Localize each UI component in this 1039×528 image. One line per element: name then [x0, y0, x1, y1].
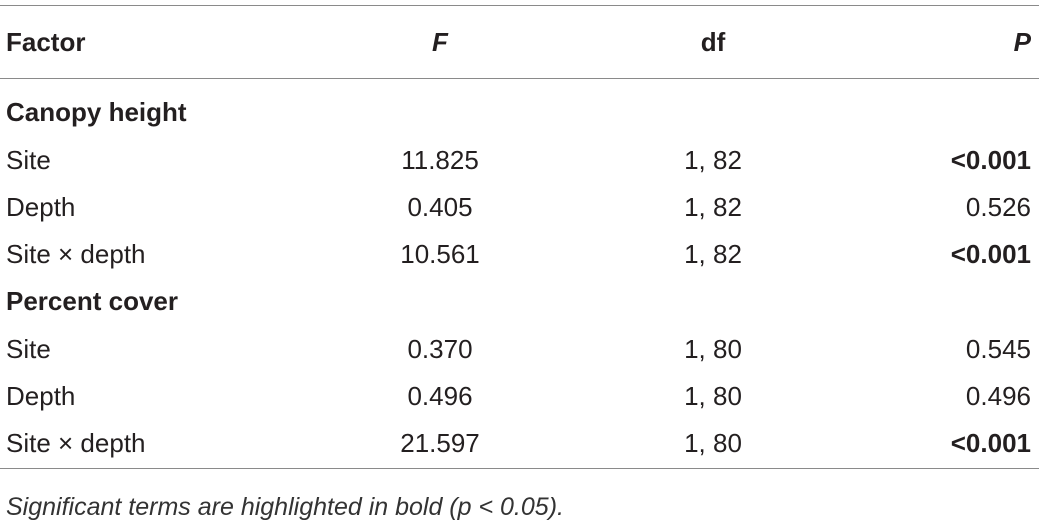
- value-cell: <0.001: [950, 428, 1031, 458]
- factor-cell: Site: [6, 145, 51, 175]
- bottom-rule: [0, 468, 1039, 469]
- header-cell: P: [1013, 27, 1031, 57]
- factor-cell: Depth: [6, 381, 76, 411]
- header-cell: Factor: [6, 27, 86, 57]
- value-cell: 0.545: [965, 334, 1031, 364]
- value-cell: 0.496: [407, 381, 473, 411]
- value-cell: 10.561: [400, 239, 480, 269]
- value-cell: 0.526: [965, 192, 1031, 222]
- section-title: Percent cover: [6, 286, 178, 316]
- value-cell: <0.001: [950, 145, 1031, 175]
- factor-cell: Site × depth: [6, 239, 146, 269]
- value-cell: 21.597: [400, 428, 480, 458]
- value-cell: 1, 80: [684, 334, 742, 364]
- factor-cell: Site × depth: [6, 428, 146, 458]
- section-title: Canopy height: [6, 97, 187, 127]
- footnote: Significant terms are highlighted in bol…: [6, 493, 564, 521]
- header-rule: [0, 78, 1039, 79]
- value-cell: 1, 82: [684, 192, 742, 222]
- value-cell: 0.496: [965, 381, 1031, 411]
- value-cell: 0.370: [407, 334, 473, 364]
- factor-cell: Site: [6, 334, 51, 364]
- value-cell: 1, 82: [684, 145, 742, 175]
- header-cell: F: [432, 27, 448, 57]
- top-rule: [0, 5, 1039, 6]
- header-cell: df: [700, 27, 726, 57]
- value-cell: 11.825: [401, 145, 479, 175]
- value-cell: 1, 80: [684, 428, 742, 458]
- value-cell: <0.001: [950, 239, 1031, 269]
- value-cell: 1, 82: [684, 239, 742, 269]
- value-cell: 0.405: [407, 192, 473, 222]
- value-cell: 1, 80: [684, 381, 742, 411]
- factor-cell: Depth: [6, 192, 76, 222]
